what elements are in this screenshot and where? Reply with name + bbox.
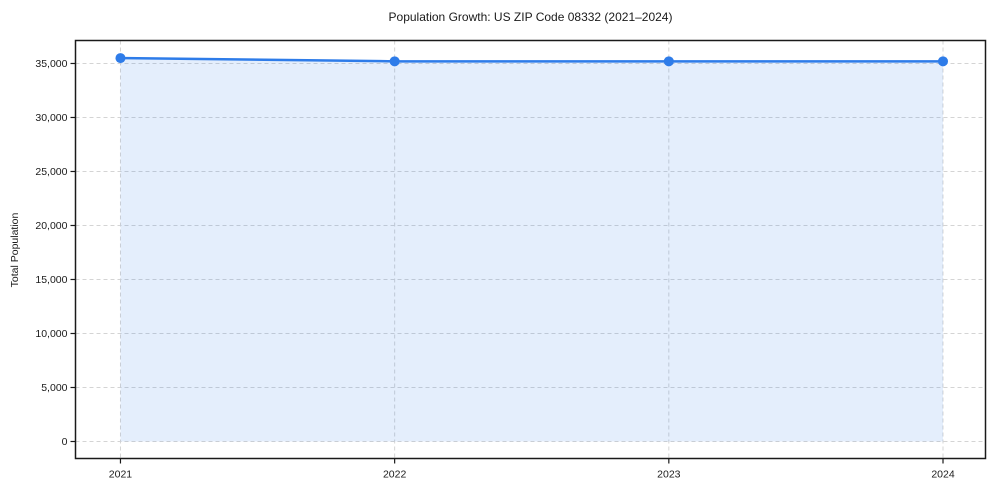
data-point-marker <box>115 53 126 64</box>
y-tick-label: 10,000 <box>35 328 67 340</box>
chart-title: Population Growth: US ZIP Code 08332 (20… <box>388 10 673 24</box>
data-point-marker <box>938 56 949 67</box>
y-tick-label: 0 <box>62 436 68 448</box>
plot-border <box>74 39 987 460</box>
x-tick-label: 2021 <box>109 469 133 481</box>
x-tick-label: 2024 <box>931 469 955 481</box>
y-tick-label: 30,000 <box>35 112 67 124</box>
gridlines <box>75 40 986 459</box>
y-tick-label: 5,000 <box>41 382 67 394</box>
y-tick-label: 35,000 <box>35 58 67 70</box>
data-point-marker <box>663 56 674 67</box>
axis-ticks <box>70 62 944 464</box>
x-tick-label: 2022 <box>383 469 407 481</box>
y-tick-label: 15,000 <box>35 274 67 286</box>
area-fill <box>120 58 944 442</box>
x-tick-label: 2023 <box>657 469 681 481</box>
data-points <box>115 53 949 67</box>
axis-tick-labels: 0 5,000 10,000 15,000 20,000 25,000 30,000 35,0… <box>35 58 954 481</box>
y-tick-label: 20,000 <box>35 220 67 232</box>
population-line <box>119 56 945 63</box>
y-tick-label: 25,000 <box>35 166 67 178</box>
data-point-marker <box>389 56 400 67</box>
